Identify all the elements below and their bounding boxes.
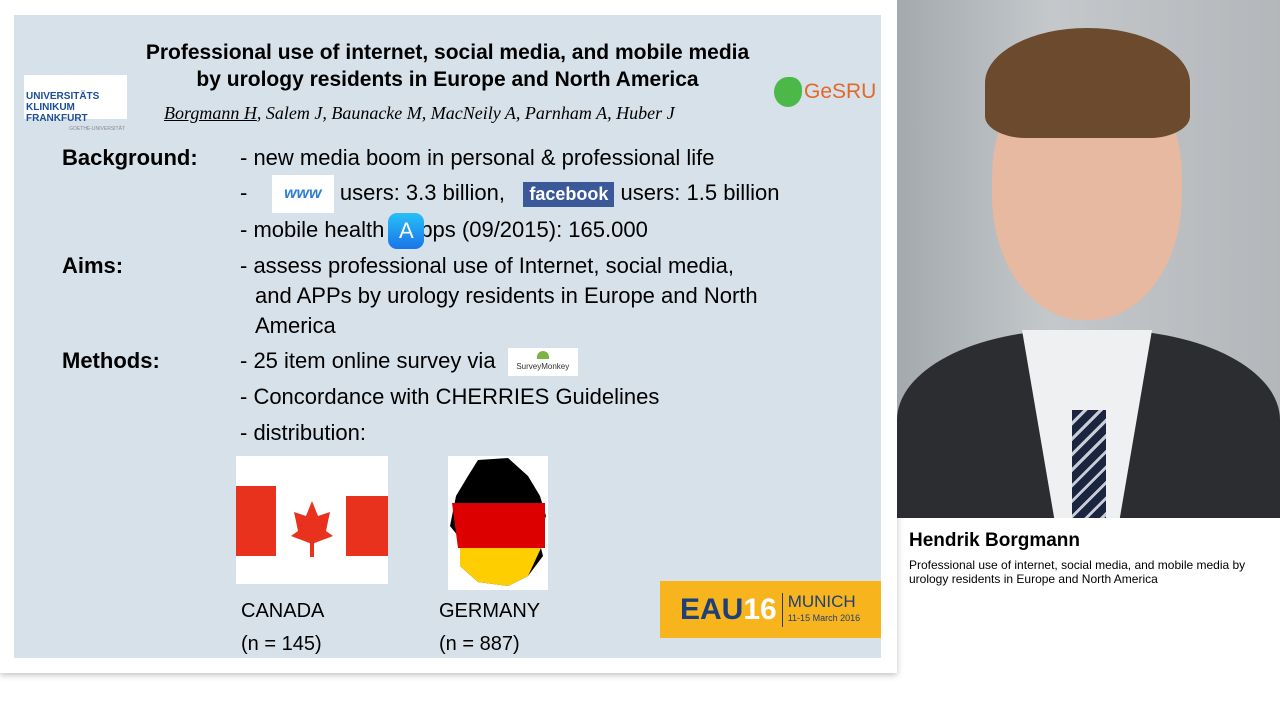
authors: Borgmann H, Salem J, Baunacke M, MacNeil… xyxy=(164,103,675,123)
methods-line-1: - 25 item online survey via SurveyMonkey xyxy=(240,348,578,377)
canada-map xyxy=(236,456,388,584)
aims-line-1: - assess professional use of Internet, s… xyxy=(240,253,735,278)
background-label: Background: xyxy=(62,145,198,170)
methods-line-2: - Concordance with CHERRIES Guidelines xyxy=(240,384,660,409)
germany-map xyxy=(448,456,548,590)
eau16-logo: EAU 16 MUNICH 11-15 March 2016 xyxy=(660,581,881,638)
facebook-logo: facebook xyxy=(523,181,615,207)
aims-line-2: and APPs by urology residents in Europe … xyxy=(255,283,758,308)
background-line-2: - www users: 3.3 billion, facebook users… xyxy=(240,175,779,213)
country-canada: CANADA (n = 145) xyxy=(241,600,325,655)
country-germany: GERMANY (n = 887) xyxy=(439,600,541,655)
aims-label: Aims: xyxy=(62,253,124,278)
methods-label: Methods: xyxy=(62,348,160,373)
university-logo: UNIVERSITÄTS KLINIKUM FRANKFURT GOETHE-UNI… xyxy=(24,75,127,132)
background-line-1: - new media boom in personal & professio… xyxy=(240,145,715,170)
surveymonkey-logo: SurveyMonkey xyxy=(507,348,578,377)
methods-line-3: - distribution: xyxy=(240,420,366,445)
app-store-icon: A xyxy=(388,213,425,249)
slide: Professional use of internet, social med… xyxy=(14,15,881,658)
speaker-photo xyxy=(897,0,1280,518)
speaker-name: Hendrik Borgmann xyxy=(909,530,1081,551)
gesru-logo: GeSRU xyxy=(774,77,876,107)
aims-line-3: America xyxy=(255,313,336,338)
slide-title: Professional use of internet, social med… xyxy=(145,41,750,91)
www-icon: www xyxy=(271,175,334,213)
slide-frame: Professional use of internet, social med… xyxy=(14,15,881,658)
talk-title: Professional use of internet, social med… xyxy=(909,558,1246,586)
